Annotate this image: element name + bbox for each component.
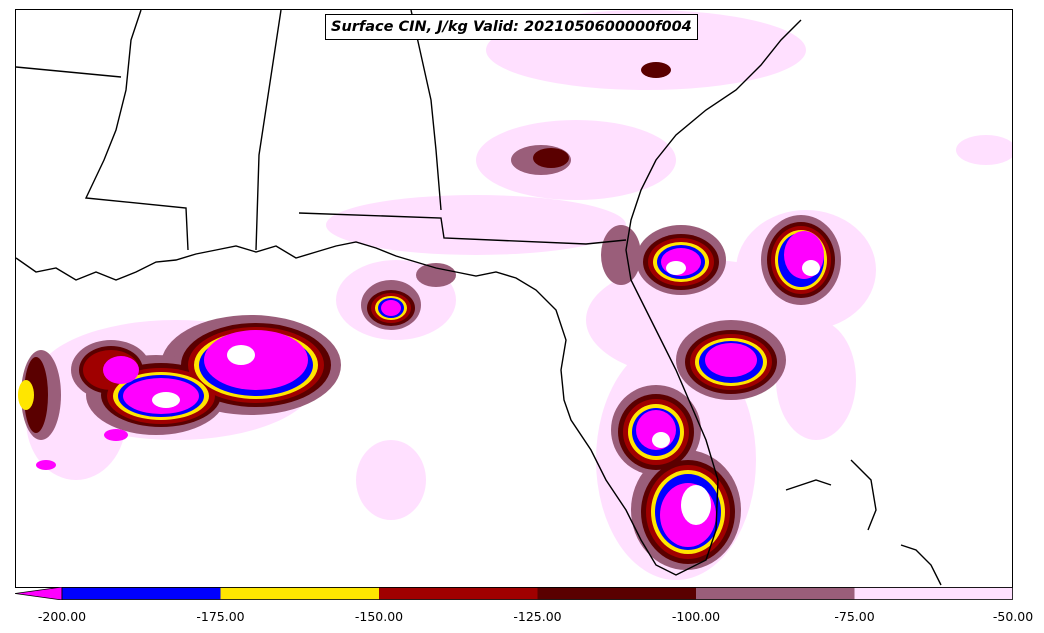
state-borders: [16, 10, 627, 251]
coastlines: [16, 19, 942, 586]
colorbar-bin: [62, 587, 221, 600]
map-title: Surface CIN, J/kg Valid: 2021050600000f0…: [325, 14, 698, 40]
colorbar-bin: [537, 587, 696, 600]
cin-map: [16, 10, 1012, 586]
colorbar-border: [61, 587, 1013, 600]
colorbar-bin: [379, 587, 538, 600]
colorbar-tick-label: -50.00: [992, 609, 1034, 624]
colorbar-extend-arrow: [15, 587, 63, 600]
colorbar-tick-label: -100.00: [671, 609, 721, 624]
colorbar-bin: [220, 587, 379, 600]
map-frame: [15, 9, 1013, 588]
cin-layer-light: [26, 10, 1012, 580]
colorbar-tick-label: -200.00: [37, 609, 87, 624]
colorbar-tick-label: -175.00: [196, 609, 245, 624]
colorbar-tick-label: -75.00: [834, 609, 875, 624]
colorbar-tick-label: -150.00: [354, 609, 404, 624]
cin-layer-holes: [152, 260, 820, 525]
colorbar-bin: [854, 587, 1013, 600]
colorbar: [15, 587, 1013, 600]
colorbar-tick-label: -125.00: [513, 609, 562, 624]
colorbar-bin: [696, 587, 855, 600]
